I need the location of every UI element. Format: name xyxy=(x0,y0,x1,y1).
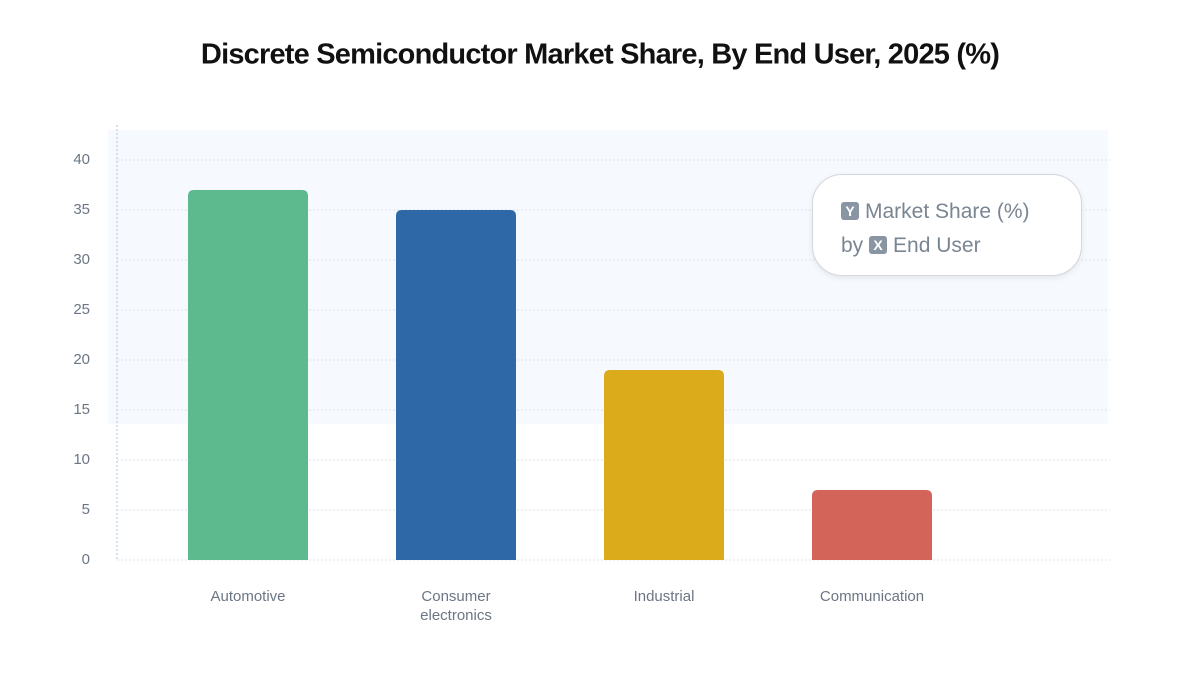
y-tick-label: 40 xyxy=(73,151,90,168)
x-tick-label: Consumer electronics xyxy=(420,588,492,624)
legend-row: by X End User xyxy=(841,229,1053,263)
y-tick-label: 20 xyxy=(73,351,90,368)
axis-legend: Y Market Share (%) by X End User xyxy=(812,174,1082,276)
x-label: End User xyxy=(893,234,981,257)
x-tick-label: Automotive xyxy=(210,588,286,605)
y-tick-label: 5 xyxy=(82,501,90,518)
y-key: Y xyxy=(841,202,859,220)
legend-row: Y Market Share (%) xyxy=(841,195,1053,229)
x-tick-label: Communication xyxy=(819,588,925,605)
y-tick-label: 10 xyxy=(73,451,90,468)
y-tick-label: 0 xyxy=(82,551,90,568)
y-tick-label: 30 xyxy=(73,251,90,268)
y-tick-label: 35 xyxy=(73,201,90,218)
bar xyxy=(604,370,724,560)
x-tick-label: Industrial xyxy=(633,588,695,605)
y-tick-label: 15 xyxy=(73,401,90,418)
bar xyxy=(396,210,516,560)
bar xyxy=(188,190,308,560)
connector: by xyxy=(841,234,864,257)
y-label: Market Share (%) xyxy=(865,200,1030,223)
chart-title: Discrete Semiconductor Market Share, By … xyxy=(201,39,999,71)
bar xyxy=(812,490,932,560)
y-tick-label: 25 xyxy=(73,301,90,318)
x-key: X xyxy=(869,236,888,254)
